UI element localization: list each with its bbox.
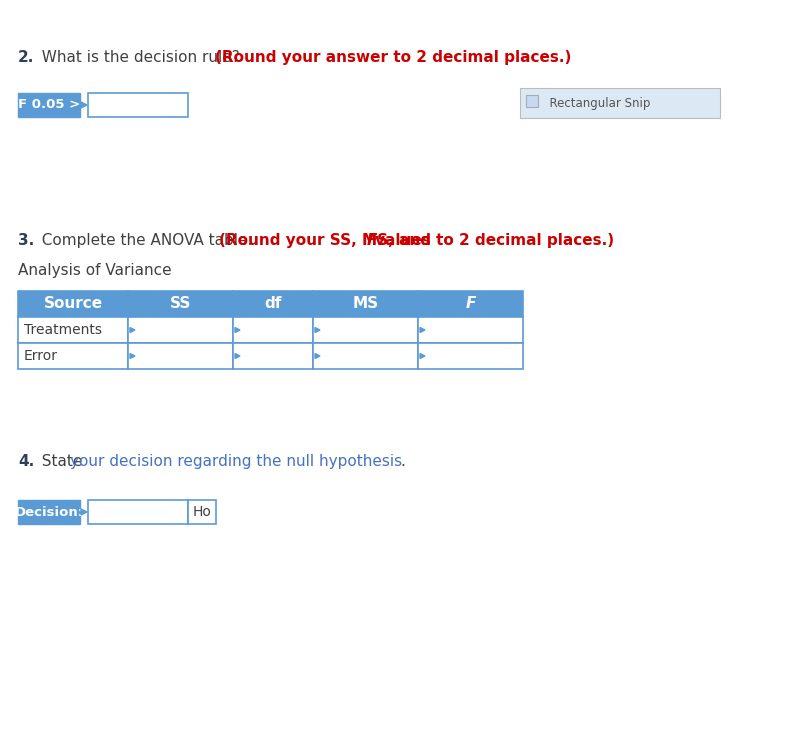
Text: (Round your SS, MS, and: (Round your SS, MS, and [219,233,437,248]
Text: Treatments: Treatments [24,323,102,337]
Bar [18,500,80,524]
Polygon shape [130,354,135,359]
Text: Error: Error [24,349,58,363]
Bar [418,317,523,343]
Text: State: State [32,454,87,469]
Polygon shape [81,509,87,515]
Text: MS: MS [353,296,378,312]
Text: values to 2 decimal places.): values to 2 decimal places.) [375,233,614,248]
Bar [18,291,128,317]
Bar [520,88,720,118]
Polygon shape [235,327,240,332]
Text: F: F [367,233,377,248]
Bar [188,500,216,524]
Text: Source: Source [43,296,103,312]
Text: SS: SS [170,296,192,312]
Bar [128,343,233,369]
Polygon shape [315,327,320,332]
Text: Analysis of Variance: Analysis of Variance [18,263,172,278]
Bar [88,93,188,117]
Bar [88,500,188,524]
Polygon shape [235,354,240,359]
Bar [18,343,128,369]
Text: F 0.05 >: F 0.05 > [18,99,80,111]
Text: F: F [465,296,476,312]
Bar [128,291,233,317]
Text: df: df [264,296,282,312]
Text: Decision:: Decision: [14,506,84,518]
Text: 3.: 3. [18,233,34,248]
Bar [233,291,313,317]
Polygon shape [315,354,320,359]
Bar [313,343,418,369]
Polygon shape [420,354,425,359]
Polygon shape [130,327,135,332]
Text: Rectangular Snip: Rectangular Snip [542,97,650,110]
Bar [418,291,523,317]
Bar [233,343,313,369]
Text: 2.: 2. [18,50,34,65]
Text: 4.: 4. [18,454,34,469]
Text: What is the decision rule?: What is the decision rule? [32,50,245,65]
Text: your decision regarding the null hypothesis: your decision regarding the null hypothe… [70,454,402,469]
Polygon shape [420,327,425,332]
Text: Complete the ANOVA table.: Complete the ANOVA table. [32,233,257,248]
Bar [233,317,313,343]
Bar [18,317,128,343]
Polygon shape [81,102,87,108]
Bar [418,343,523,369]
Text: (Round your answer to 2 decimal places.): (Round your answer to 2 decimal places.) [215,50,571,65]
Bar [128,317,233,343]
Bar [526,95,538,107]
Bar [313,317,418,343]
Bar [18,93,80,117]
Bar [313,291,418,317]
Text: Ho: Ho [192,505,211,519]
Text: .: . [400,454,405,469]
